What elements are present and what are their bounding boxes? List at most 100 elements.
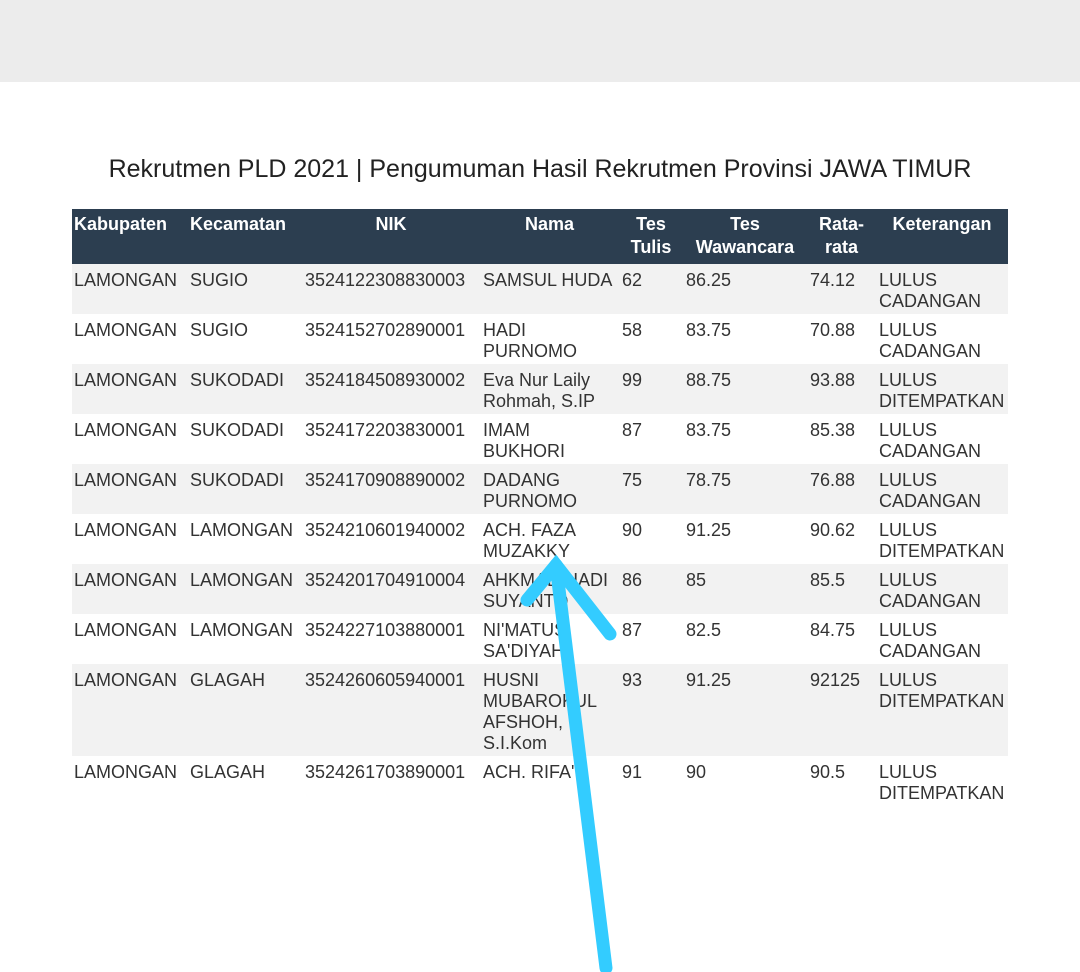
- table-cell: 78.75: [686, 470, 732, 490]
- table-cell: GLAGAH: [190, 670, 266, 690]
- table-cell: LAMONGAN: [74, 270, 178, 290]
- table-cell: 91: [622, 762, 643, 782]
- results-table: Kabupaten Kecamatan NIK Nama Tes Tulis Tes Wa…: [72, 209, 1008, 806]
- table-cell: 62: [622, 270, 643, 290]
- table-row: LAMONGAN SUKODADI 3524172203830001 IMAM BUK…: [72, 414, 1008, 464]
- table-cell: IMAM BUKHORI: [483, 420, 566, 461]
- table-row: LAMONGAN SUGIO 3524122308830003 SAMSUL HUDA…: [72, 264, 1008, 314]
- table-cell: 76.88: [810, 470, 856, 490]
- table-cell: 88.75: [686, 370, 732, 390]
- table-cell: LAMONGAN: [74, 570, 178, 590]
- table-cell: LULUS CADANGAN: [879, 470, 982, 511]
- table-cell: SUKODADI: [190, 370, 285, 390]
- table-cell: LAMONGAN: [74, 370, 178, 390]
- table-cell: 83.75: [686, 320, 732, 340]
- table-cell: 83.75: [686, 420, 732, 440]
- table-cell: 70.88: [810, 320, 856, 340]
- table-cell: LAMONGAN: [74, 470, 178, 490]
- table-cell: 85: [686, 570, 707, 590]
- table-cell: LAMONGAN: [74, 670, 178, 690]
- table-cell: LAMONGAN: [74, 620, 178, 640]
- table-cell: 92125: [810, 670, 861, 690]
- table-row: LAMONGAN LAMONGAN 3524210601940002 ACH. FAZ…: [72, 514, 1008, 564]
- table-cell: DADANG PURNOMO: [483, 470, 577, 511]
- table-row: LAMONGAN SUGIO 3524152702890001 HADI PURNOM…: [72, 314, 1008, 364]
- table-cell: 90.5: [810, 762, 846, 782]
- column-header: Nama: [480, 209, 619, 264]
- table-cell: Eva Nur Laily Rohmah, S.IP: [483, 370, 596, 411]
- page-title: Rekrutmen PLD 2021 | Pengumuman Hasil Re…: [108, 155, 972, 183]
- table-cell: 90.62: [810, 520, 856, 540]
- table-cell: AHKMAD HADI SUYANTO: [483, 570, 609, 611]
- table-cell: LAMONGAN: [74, 762, 178, 782]
- table-cell: LULUS DITEMPATKAN: [879, 762, 1005, 803]
- table-cell: 91.25: [686, 670, 732, 690]
- table-cell: 85.38: [810, 420, 856, 440]
- table-cell: 84.75: [810, 620, 856, 640]
- table-row: LAMONGAN LAMONGAN 3524227103880001 NI'MATUS…: [72, 614, 1008, 664]
- table-row: LAMONGAN SUKODADI 3524184508930002 Eva Nur …: [72, 364, 1008, 414]
- table-cell: LULUS CADANGAN: [879, 270, 982, 311]
- table-cell: 93.88: [810, 370, 856, 390]
- table-cell: 85.5: [810, 570, 846, 590]
- table-cell: GLAGAH: [190, 762, 266, 782]
- table-cell: LULUS DITEMPATKAN: [879, 670, 1005, 711]
- table-cell: 87: [622, 620, 643, 640]
- table-cell: LULUS DITEMPATKAN: [879, 370, 1005, 411]
- table-cell: SUGIO: [190, 270, 249, 290]
- table-cell: 82.5: [686, 620, 722, 640]
- table-cell: HUSNI MUBAROKUL AFSHOH, S.I.Kom: [483, 670, 597, 753]
- table-cell: 3524170908890002: [305, 470, 466, 490]
- table-cell: LAMONGAN: [74, 420, 178, 440]
- table-row: LAMONGAN LAMONGAN 3524201704910004 AHKMAD H…: [72, 564, 1008, 614]
- table-cell: 3524152702890001: [305, 320, 466, 340]
- table-cell: SUKODADI: [190, 420, 285, 440]
- table-cell: LAMONGAN: [190, 620, 294, 640]
- column-header: NIK: [302, 209, 480, 264]
- column-header: Rata-rata: [807, 209, 876, 264]
- table-cell: 3524201704910004: [305, 570, 466, 590]
- table-cell: LULUS CADANGAN: [879, 420, 982, 461]
- table-cell: NI'MATUS SA'DIYAH: [483, 620, 567, 661]
- column-header: Kecamatan: [187, 209, 302, 264]
- table-cell: LAMONGAN: [74, 520, 178, 540]
- table-cell: SUGIO: [190, 320, 249, 340]
- table-cell: 3524227103880001: [305, 620, 466, 640]
- table-cell: ACH. FAZA MUZAKKY: [483, 520, 576, 561]
- table-cell: LULUS CADANGAN: [879, 570, 982, 611]
- table-cell: LULUS CADANGAN: [879, 320, 982, 361]
- table-cell: ACH. RIFA'I: [483, 762, 580, 782]
- table-cell: 3524172203830001: [305, 420, 466, 440]
- table-row: LAMONGAN GLAGAH 3524261703890001 ACH. RIFA'…: [72, 756, 1008, 806]
- table-cell: LAMONGAN: [190, 520, 294, 540]
- table-cell: 75: [622, 470, 643, 490]
- table-cell: 74.12: [810, 270, 856, 290]
- table-cell: HADI PURNOMO: [483, 320, 577, 361]
- table-cell: 90: [686, 762, 707, 782]
- table-cell: 90: [622, 520, 643, 540]
- table-cell: 3524210601940002: [305, 520, 466, 540]
- column-header: Kabupaten: [72, 209, 187, 264]
- column-header: Tes Tulis: [619, 209, 683, 264]
- table-cell: 93: [622, 670, 643, 690]
- table-cell: SUKODADI: [190, 470, 285, 490]
- table-row: LAMONGAN SUKODADI 3524170908890002 DADANG P…: [72, 464, 1008, 514]
- table-cell: LAMONGAN: [190, 570, 294, 590]
- table-cell: 3524260605940001: [305, 670, 466, 690]
- table-cell: 3524122308830003: [305, 270, 466, 290]
- table-cell: 86.25: [686, 270, 732, 290]
- table-row: LAMONGAN GLAGAH 3524260605940001 HUSNI MUBA…: [72, 664, 1008, 756]
- table-cell: 58: [622, 320, 643, 340]
- table-cell: 91.25: [686, 520, 732, 540]
- table-cell: 3524261703890001: [305, 762, 466, 782]
- table-cell: 86: [622, 570, 643, 590]
- column-header: Tes Wawancara: [683, 209, 807, 264]
- browser-top-bar: [0, 0, 1080, 82]
- column-header: Keterangan: [876, 209, 1008, 264]
- table-cell: 99: [622, 370, 643, 390]
- table-cell: LAMONGAN: [74, 320, 178, 340]
- table-cell: LULUS CADANGAN: [879, 620, 982, 661]
- table-cell: 3524184508930002: [305, 370, 466, 390]
- table-cell: 87: [622, 420, 643, 440]
- table-cell: SAMSUL HUDA: [483, 270, 613, 290]
